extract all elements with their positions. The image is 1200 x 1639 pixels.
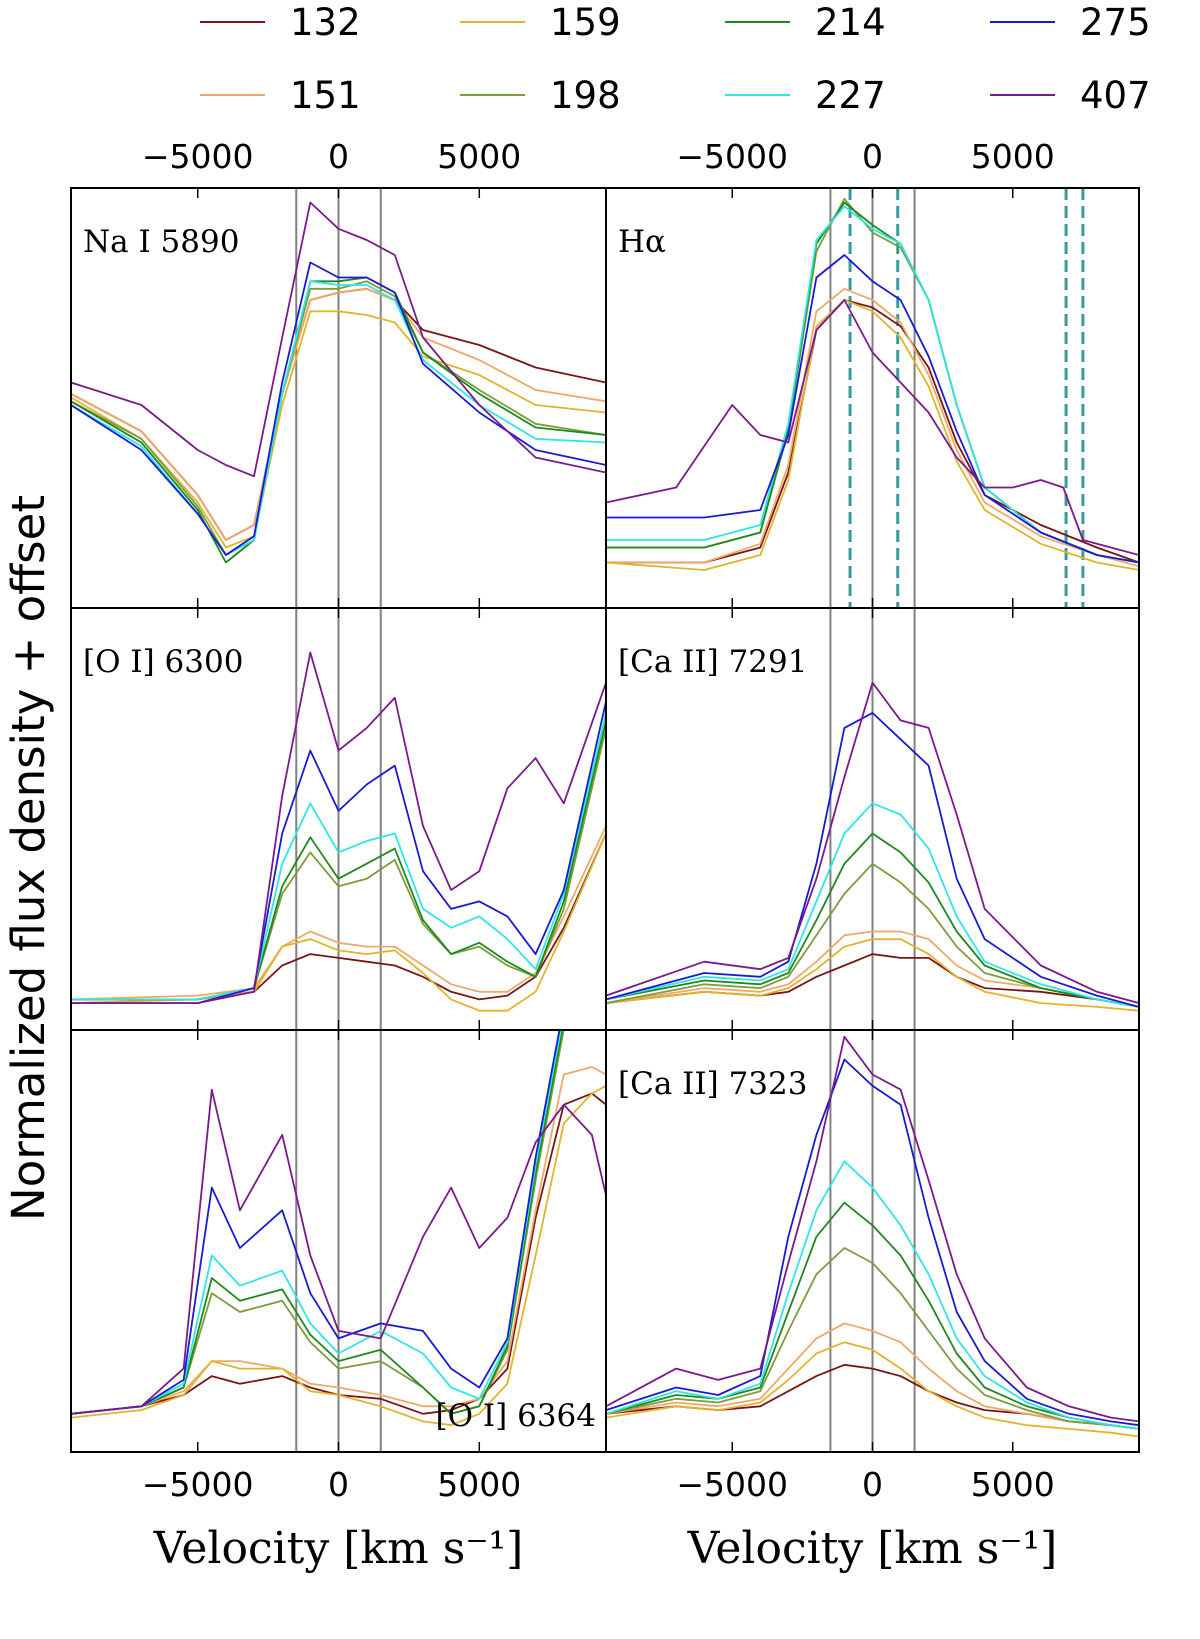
- series-line-198: [71, 280, 606, 556]
- top-x-tick-label: 5000: [971, 137, 1055, 176]
- series-line-407: [606, 681, 1139, 1004]
- x-tick-label: 5000: [437, 1465, 521, 1504]
- panel-label: [O I] 6364: [436, 1398, 596, 1434]
- top-x-tick-label: 0: [862, 137, 883, 176]
- series-line-214: [71, 720, 606, 1001]
- series-line-275: [606, 1058, 1139, 1427]
- series-line-159: [606, 1341, 1139, 1438]
- series-line-198: [606, 1247, 1139, 1430]
- panel-label: Hα: [618, 224, 666, 260]
- panel-plot-area: [71, 188, 606, 608]
- legend-label-407: 407: [1080, 74, 1151, 117]
- legend-label-159: 159: [550, 1, 621, 44]
- series-line-214: [71, 276, 606, 564]
- series-line-227: [606, 205, 1139, 564]
- series-line-151: [606, 1322, 1139, 1430]
- series-line-214: [606, 1201, 1139, 1430]
- series-line-227: [606, 802, 1139, 1008]
- panel-ca-ii-7323: [Ca II] 7323 −5000 0 5000 Velocity [km s⁻¹]: [605, 1029, 1140, 1574]
- panel-ca-ii-7291: [Ca II] 7291: [605, 607, 1140, 1031]
- panel-plot-area: [71, 608, 606, 1030]
- series-line-132: [606, 299, 1139, 564]
- series-line-407: [606, 1035, 1139, 1423]
- panel-o-i-6300: [O I] 6300: [70, 607, 607, 1031]
- series-line-159: [606, 299, 1139, 571]
- top-x-tick-label: −5000: [142, 137, 254, 176]
- x-axis-title: Velocity [km s⁻¹]: [687, 1523, 1058, 1574]
- legend-label-198: 198: [550, 74, 621, 117]
- panel-grid: Na I 5890 −5000 0 5000 Hα −5000 0 5000 [O I] 630…: [70, 137, 1140, 1574]
- series-line-198: [606, 862, 1139, 1008]
- series-line-275: [71, 261, 606, 556]
- panel-h-alpha: Hα −5000 0 5000: [605, 137, 1140, 609]
- series-line-407: [71, 651, 606, 1004]
- series-line-132: [71, 1092, 606, 1415]
- series-line-159: [71, 833, 606, 1012]
- top-x-tick-label: −5000: [676, 137, 788, 176]
- series-line-151: [606, 287, 1139, 568]
- top-x-tick-label: 5000: [437, 137, 521, 176]
- series-line-275: [606, 254, 1139, 564]
- legend-label-214: 214: [815, 1, 886, 44]
- series-line-227: [606, 1160, 1139, 1430]
- legend-label-227: 227: [815, 74, 886, 117]
- x-axis-title: Velocity [km s⁻¹]: [153, 1523, 524, 1574]
- series-line-227: [71, 712, 606, 1001]
- legend-label-275: 275: [1080, 1, 1151, 44]
- legend-label-151: 151: [290, 74, 361, 117]
- panel-label: [O I] 6300: [83, 644, 243, 680]
- series-line-275: [606, 712, 1139, 1008]
- series-line-407: [606, 299, 1139, 556]
- x-tick-label: 5000: [971, 1465, 1055, 1504]
- series-line-407: [71, 201, 606, 478]
- panel-label: Na I 5890: [83, 224, 239, 260]
- series-line-159: [71, 310, 606, 549]
- series-line-275: [71, 701, 606, 1004]
- panel-label: [Ca II] 7323: [618, 1066, 807, 1102]
- panel-na-i-5890: Na I 5890 −5000 0 5000: [70, 137, 607, 609]
- x-tick-label: −5000: [142, 1465, 254, 1504]
- panel-plot-area: [71, 1030, 606, 1452]
- panel-o-i-6364: [O I] 6364 −5000 0 5000 Velocity [km s⁻¹]: [70, 1029, 607, 1574]
- series-line-159: [606, 938, 1139, 1012]
- legend-label-132: 132: [290, 1, 361, 44]
- panel-plot-area: [606, 1030, 1139, 1452]
- series-line-151: [71, 825, 606, 1001]
- series-line-151: [71, 287, 606, 541]
- x-tick-label: 0: [862, 1465, 883, 1504]
- x-tick-label: 0: [328, 1465, 349, 1504]
- panel-plot-area: [606, 188, 1139, 608]
- y-axis-title: Normalized flux density + offset: [2, 495, 55, 1221]
- series-line-214: [606, 832, 1139, 1008]
- panel-label: [Ca II] 7291: [618, 644, 807, 680]
- series-line-407: [71, 1088, 606, 1415]
- panel-plot-area: [606, 608, 1139, 1030]
- series-line-227: [71, 1030, 562, 1415]
- series-line-151: [606, 930, 1139, 1008]
- top-x-tick-label: 0: [328, 137, 349, 176]
- series-line-159: [71, 1085, 606, 1427]
- series-line-214: [71, 1030, 564, 1415]
- legend: 132 151 159 198 214 227 275 407: [200, 1, 1151, 117]
- series-line-132: [71, 833, 606, 1001]
- x-tick-label: −5000: [676, 1465, 788, 1504]
- series-line-275: [71, 1030, 561, 1415]
